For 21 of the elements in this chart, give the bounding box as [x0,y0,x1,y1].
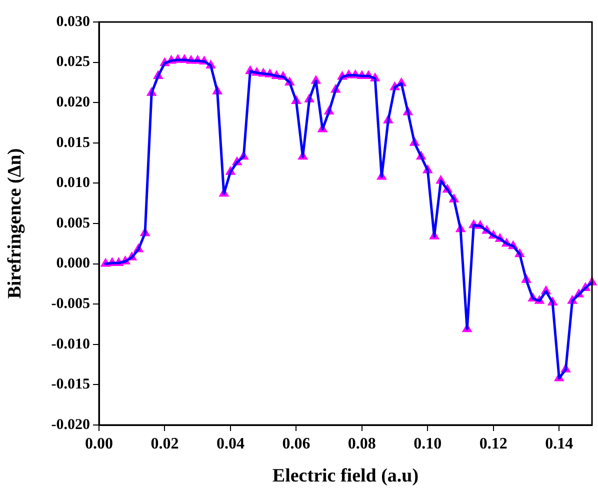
x-tick-label: 0.02 [150,436,179,453]
y-tick-label: 0.025 [56,54,90,70]
y-tick-label: 0.000 [56,256,90,272]
y-tick-label: -0.010 [51,336,90,352]
x-axis-title: Electric field (a.u) [272,466,419,487]
y-tick-label: -0.005 [51,296,90,312]
x-tick-label: 0.00 [85,436,113,453]
y-tick-label: 0.015 [56,134,90,151]
y-tick-label: 0.030 [56,14,90,30]
y-tick-label: -0.015 [51,376,90,393]
x-tick-label: 0.04 [216,436,244,453]
y-tick-label: -0.020 [51,416,90,433]
x-tick-label: 0.12 [479,436,508,453]
y-tick-label: 0.020 [56,94,90,110]
y-tick-label: 0.010 [56,175,90,192]
x-tick-label: 0.08 [348,436,376,453]
x-tick-label: 0.10 [414,436,442,453]
x-tick-label: 0.14 [545,436,574,453]
x-tick-label: 0.06 [282,436,310,453]
y-axis-title: Birefringence (Δn) [4,148,26,299]
y-tick-label: 0.005 [56,215,90,232]
